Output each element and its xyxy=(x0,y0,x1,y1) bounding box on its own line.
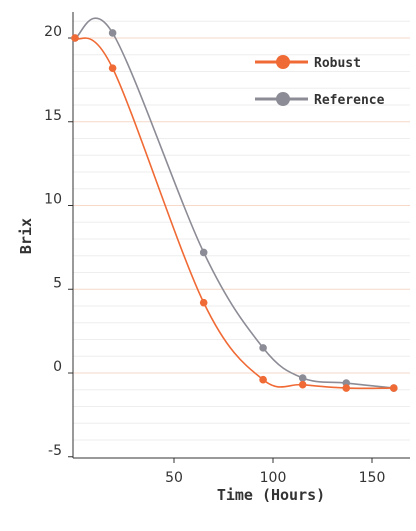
y-tick-label: 20 xyxy=(44,24,62,40)
legend-marker-robust xyxy=(276,55,290,69)
series-line-reference xyxy=(74,17,394,389)
series-line-robust xyxy=(74,37,394,390)
y-tick-label: -5 xyxy=(48,443,62,459)
y-tick-label: 0 xyxy=(53,359,62,375)
data-point-reference xyxy=(199,248,208,257)
x-tick-label: 100 xyxy=(260,470,287,486)
y-tick-label: 10 xyxy=(44,192,62,208)
y-axis-title: Brix xyxy=(17,218,35,254)
data-point-reference xyxy=(259,344,267,352)
data-point-reference xyxy=(298,374,307,382)
legend-marker-reference xyxy=(276,92,290,106)
data-point-robust xyxy=(298,380,307,389)
x-axis-title: Time (Hours) xyxy=(217,486,325,504)
data-point-robust xyxy=(342,384,351,392)
data-point-reference xyxy=(108,29,117,37)
data-point-robust xyxy=(259,375,267,384)
y-tick-label: 15 xyxy=(44,108,62,124)
legend-label-reference: Reference xyxy=(314,93,385,108)
y-tick-label: 5 xyxy=(53,275,62,291)
data-point-robust xyxy=(71,34,79,42)
x-tick-label: 50 xyxy=(165,470,183,486)
data-point-robust xyxy=(199,298,208,307)
legend: Robust Reference xyxy=(255,55,385,108)
data-point-robust xyxy=(389,384,398,392)
axis-ticks: -5 0 5 10 15 20 50 100 150 xyxy=(44,24,385,486)
series-group xyxy=(71,17,398,392)
grid-lines xyxy=(73,20,410,441)
legend-label-robust: Robust xyxy=(314,56,361,71)
x-tick-label: 150 xyxy=(359,470,386,486)
data-point-robust xyxy=(108,64,117,72)
